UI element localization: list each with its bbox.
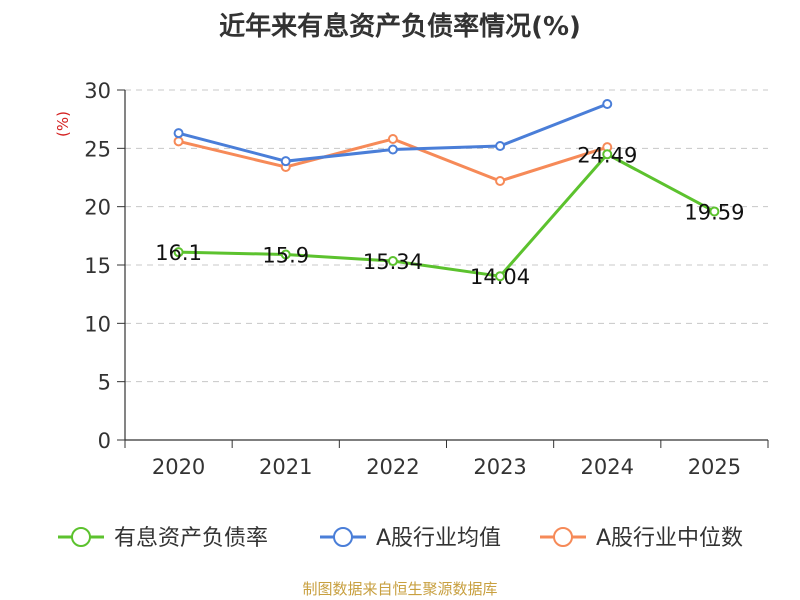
data-point	[173, 247, 184, 258]
data-point	[709, 206, 720, 217]
y-tick-label: 5	[98, 371, 111, 395]
data-source-note: 制图数据来自恒生聚源数据库	[302, 580, 498, 598]
data-label: 14.04	[470, 265, 530, 289]
data-point	[173, 128, 184, 139]
legend-label: A股行业均值	[376, 526, 501, 551]
series-line	[178, 152, 716, 278]
legend-swatch-marker	[71, 527, 91, 547]
data-point	[280, 156, 291, 167]
data-point	[387, 134, 398, 144]
legend-label: A股行业中位数	[596, 526, 743, 551]
x-tick-label: 2025	[688, 455, 741, 479]
data-point	[387, 256, 398, 267]
data-label: 24.49	[577, 143, 637, 167]
data-labels: 16.1 15.9 15.34 14.04 24.49 19.59	[155, 143, 744, 289]
x-tick-label: 2022	[366, 455, 419, 479]
data-point	[495, 141, 506, 151]
legend-swatch-marker	[333, 527, 353, 547]
data-point	[495, 176, 506, 186]
y-tick-label: 10	[84, 312, 111, 336]
data-point	[173, 136, 184, 147]
x-tick-label: 2021	[259, 455, 312, 479]
y-tick-label: 25	[84, 137, 111, 161]
data-point	[602, 99, 613, 109]
y-tick-label: 0	[98, 429, 111, 453]
data-label: 15.9	[262, 244, 309, 268]
data-point	[280, 249, 291, 260]
data-point	[602, 149, 613, 160]
x-tick-label: 2023	[473, 455, 526, 479]
data-point	[495, 271, 506, 282]
data-label: 16.1	[155, 241, 202, 265]
chart-title: 近年来有息资产负债率情况(%)	[219, 12, 581, 42]
grid-lines	[125, 89, 768, 383]
y-tick-label: 15	[84, 254, 111, 278]
legend: 有息资产负债率 A股行业均值 A股行业中位数	[58, 526, 743, 551]
data-label: 15.34	[363, 250, 423, 274]
y-tick-label: 20	[84, 196, 111, 220]
data-point	[387, 144, 398, 155]
axes	[117, 89, 769, 448]
legend-swatch-marker	[553, 527, 573, 547]
x-tick-label: 2024	[581, 455, 634, 479]
y-axis-label: (%)	[54, 111, 72, 137]
data-label: 19.59	[684, 200, 744, 224]
x-tick-label: 2020	[152, 455, 205, 479]
series-lines	[173, 99, 720, 282]
y-tick-label: 30	[84, 79, 111, 103]
legend-label: 有息资产负债率	[114, 526, 268, 551]
